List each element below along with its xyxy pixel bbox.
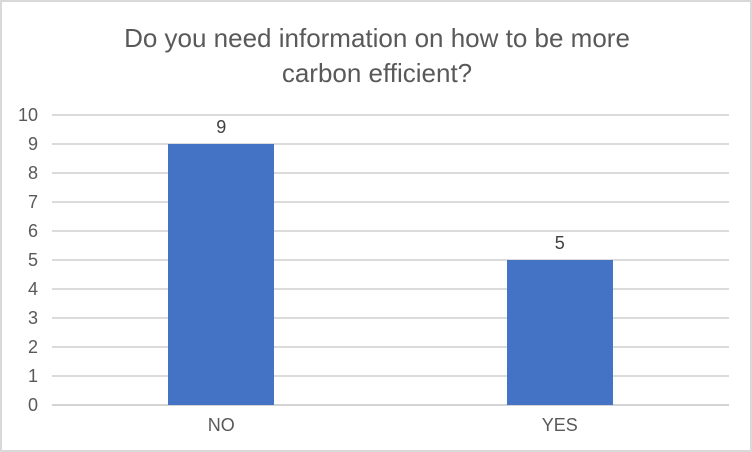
gridline bbox=[52, 346, 729, 348]
gridline bbox=[52, 375, 729, 377]
gridline bbox=[52, 201, 729, 203]
y-axis-tick-label: 4 bbox=[27, 279, 38, 299]
gridline bbox=[52, 114, 729, 116]
y-axis-tick-label: 6 bbox=[27, 221, 38, 241]
category-label-no: NO bbox=[207, 415, 235, 435]
gridline bbox=[52, 172, 729, 174]
gridline bbox=[52, 143, 729, 145]
y-axis-tick-label: 2 bbox=[27, 337, 38, 357]
bar-yes[interactable] bbox=[506, 260, 613, 405]
y-axis-tick-label: 0 bbox=[27, 395, 38, 415]
data-label-no: 9 bbox=[216, 117, 227, 137]
gridline bbox=[52, 230, 729, 232]
y-axis-tick-label: 5 bbox=[27, 250, 38, 270]
y-axis-tick-label: 9 bbox=[27, 134, 38, 154]
x-axis-line bbox=[52, 404, 729, 406]
category-label-yes: YES bbox=[541, 415, 578, 435]
y-axis-tick-label: 10 bbox=[17, 105, 38, 125]
y-axis-tick-label: 3 bbox=[27, 308, 38, 328]
gridline bbox=[52, 317, 729, 319]
gridline bbox=[52, 288, 729, 290]
data-label-yes: 5 bbox=[554, 233, 565, 253]
gridline bbox=[52, 259, 729, 261]
chart-title[interactable]: Do you need information on how to be mor… bbox=[124, 23, 630, 88]
y-axis-tick-label: 7 bbox=[27, 192, 38, 212]
y-axis-tick-label: 1 bbox=[27, 366, 38, 386]
bar-no[interactable] bbox=[168, 144, 275, 405]
y-axis-tick-label: 8 bbox=[27, 163, 38, 183]
